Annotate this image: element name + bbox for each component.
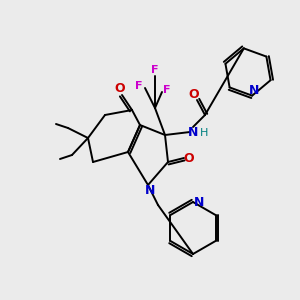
Text: O: O [184, 152, 194, 164]
Text: N: N [194, 196, 204, 208]
Text: F: F [151, 65, 159, 75]
Text: N: N [249, 84, 260, 97]
Text: O: O [189, 88, 199, 100]
Text: N: N [145, 184, 155, 197]
Text: F: F [135, 81, 143, 91]
Text: F: F [163, 85, 171, 95]
Text: N: N [188, 125, 198, 139]
Text: O: O [115, 82, 125, 95]
Text: H: H [200, 128, 208, 138]
